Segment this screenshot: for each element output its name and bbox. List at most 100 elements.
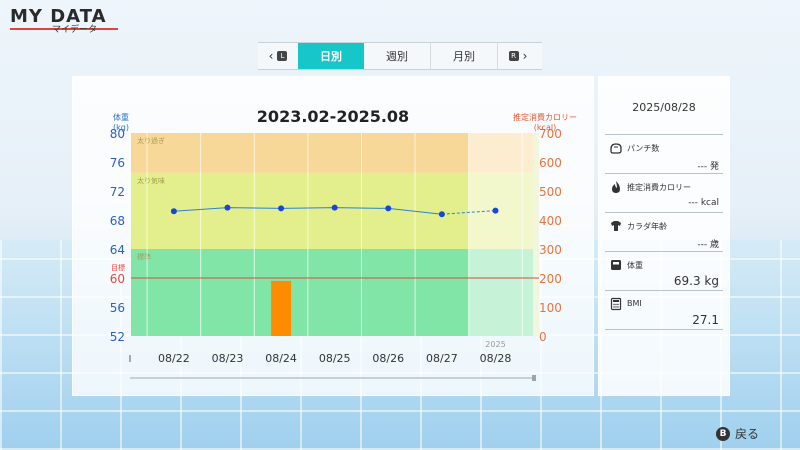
divider bbox=[605, 134, 723, 135]
scale-icon bbox=[611, 260, 621, 270]
right-tick-label: 300 bbox=[539, 243, 562, 257]
chart-panel: 太り過ぎ太り気味標準目標 80 76 72 68 64 60 56 52 700 600 500 400… bbox=[72, 76, 594, 396]
punch-count-label: パンチ数 bbox=[627, 144, 660, 153]
chevron-left-icon: ‹ bbox=[268, 49, 274, 63]
divider bbox=[605, 212, 723, 213]
divider bbox=[605, 251, 723, 252]
punch-count-item: パンチ数 --- 発 bbox=[605, 137, 723, 173]
year-label: 2025 bbox=[485, 340, 505, 349]
left-tick-label: 56 bbox=[110, 301, 125, 315]
title-underline bbox=[10, 28, 118, 30]
x-tick-label: 08/23 bbox=[212, 352, 244, 365]
body-age-label: カラダ年齢 bbox=[627, 222, 667, 231]
weight-point bbox=[278, 205, 285, 212]
weight-point bbox=[438, 211, 445, 218]
period-tab-bar: ‹ L 日別 週別 月別 R › bbox=[258, 42, 542, 70]
weight-item: 体重 69.3 kg bbox=[605, 254, 723, 290]
left-tick-label: 72 bbox=[110, 185, 125, 199]
x-start-marker: I bbox=[129, 354, 132, 365]
target-label: 目標 bbox=[111, 263, 125, 272]
app-title: MY DATA bbox=[10, 6, 107, 27]
right-tick-label: 100 bbox=[539, 301, 562, 315]
divider bbox=[605, 329, 723, 330]
zone-band bbox=[131, 172, 533, 249]
zone-label: 標準 bbox=[137, 252, 151, 261]
right-tick-label: 500 bbox=[539, 185, 562, 199]
chart-title: 2023.02-2025.08 bbox=[256, 107, 410, 126]
tab-daily[interactable]: 日別 bbox=[298, 43, 364, 69]
weight-point bbox=[331, 204, 338, 211]
left-tick-label: 76 bbox=[110, 156, 125, 170]
x-tick-label: 08/25 bbox=[319, 352, 351, 365]
bmi-item: BMI 27.1 bbox=[605, 293, 723, 329]
right-tick-label: 700 bbox=[539, 127, 562, 141]
summary-date: 2025/08/28 bbox=[632, 101, 696, 114]
weight-point bbox=[385, 205, 392, 212]
glove-icon bbox=[610, 143, 622, 154]
right-tick-label: 400 bbox=[539, 214, 562, 228]
left-tick-label: 60 bbox=[110, 272, 125, 286]
chart-scrollbar-thumb[interactable] bbox=[532, 375, 536, 381]
punch-count-value: --- 発 bbox=[697, 162, 719, 172]
weight-point bbox=[224, 204, 231, 211]
x-tick-label: 08/26 bbox=[372, 352, 404, 365]
selected-day-highlight bbox=[468, 133, 533, 336]
x-tick-label: 08/22 bbox=[158, 352, 190, 365]
left-tick-label: 68 bbox=[110, 214, 125, 228]
weight-line bbox=[173, 207, 442, 215]
divider bbox=[605, 173, 723, 174]
calories-value: --- kcal bbox=[688, 198, 719, 208]
x-tick-label: 08/24 bbox=[265, 352, 297, 365]
right-axis-label: 推定消費カロリー (kcal) bbox=[513, 113, 577, 133]
right-tick-label: 0 bbox=[539, 330, 547, 344]
calculator-icon bbox=[610, 297, 622, 311]
body-age-value: --- 歳 bbox=[697, 240, 719, 250]
tab-weekly[interactable]: 週別 bbox=[364, 43, 431, 69]
weight-point bbox=[492, 207, 499, 214]
right-tick-label: 200 bbox=[539, 272, 562, 286]
x-tick-label: 08/27 bbox=[426, 352, 458, 365]
right-axis-name: 推定消費カロリー bbox=[513, 113, 577, 122]
weight-label: 体重 bbox=[627, 261, 643, 270]
next-period-button[interactable]: R › bbox=[498, 43, 538, 69]
app-subtitle: マイデータ bbox=[52, 25, 98, 35]
chart-scrollbar[interactable] bbox=[130, 377, 536, 379]
body-age-item: カラダ年齢 --- 歳 bbox=[605, 215, 723, 251]
x-tick-label: 08/28 bbox=[480, 352, 512, 365]
plot-edge bbox=[533, 133, 539, 336]
zone-label: 太り過ぎ bbox=[137, 136, 165, 145]
zone-band bbox=[131, 249, 533, 336]
r-button-badge: R bbox=[508, 51, 519, 61]
back-button[interactable]: B 戻る bbox=[716, 425, 759, 442]
b-button-badge: B bbox=[716, 426, 730, 441]
weight-point bbox=[170, 208, 177, 215]
day-summary-panel: 2025/08/28 パンチ数 --- 発 推定消費カロリー --- kcal … bbox=[598, 76, 730, 396]
left-axis-name: 体重 bbox=[113, 113, 129, 122]
left-tick-label: 80 bbox=[110, 127, 125, 141]
calories-label: 推定消費カロリー bbox=[627, 183, 691, 192]
zone-label: 太り気味 bbox=[137, 176, 165, 185]
right-axis-unit: (kcal) bbox=[533, 123, 557, 132]
left-axis-label: 体重 (kg) bbox=[113, 113, 129, 133]
tab-monthly[interactable]: 月別 bbox=[431, 43, 498, 69]
bmi-label: BMI bbox=[627, 299, 642, 308]
flame-icon bbox=[612, 181, 620, 193]
calories-item: 推定消費カロリー --- kcal bbox=[605, 176, 723, 212]
header: MY DATA bbox=[10, 6, 118, 30]
zone-band bbox=[131, 133, 533, 173]
weight-line-projection bbox=[441, 210, 496, 215]
divider bbox=[605, 290, 723, 291]
muscle-icon bbox=[611, 221, 621, 231]
chevron-right-icon: › bbox=[522, 49, 528, 63]
left-tick-label: 64 bbox=[110, 243, 125, 257]
right-tick-label: 600 bbox=[539, 156, 562, 170]
calorie-bar bbox=[271, 280, 292, 336]
left-tick-label: 52 bbox=[110, 330, 125, 344]
l-button-badge: L bbox=[277, 51, 288, 61]
weight-value: 69.3 kg bbox=[673, 274, 719, 288]
bmi-value: 27.1 bbox=[692, 313, 719, 327]
back-label: 戻る bbox=[735, 427, 760, 441]
left-axis-unit: (kg) bbox=[113, 123, 129, 132]
prev-period-button[interactable]: ‹ L bbox=[258, 43, 298, 69]
